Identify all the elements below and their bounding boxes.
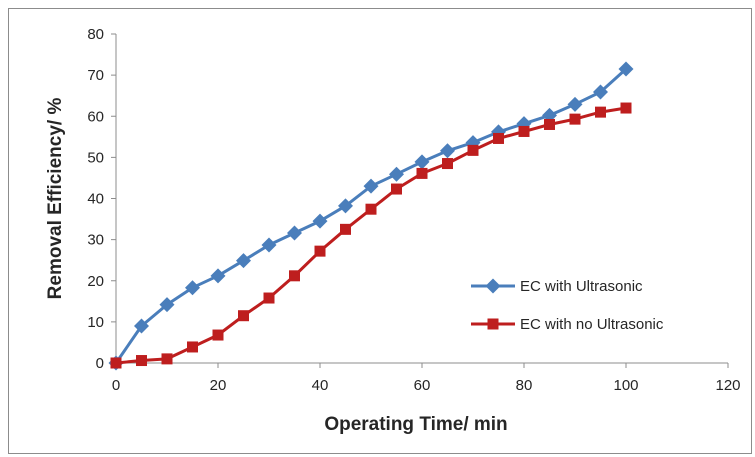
data-point-square (136, 355, 147, 367)
data-point-square (467, 144, 479, 156)
y-tick-label: 30 (87, 232, 104, 249)
data-point-diamond (261, 237, 277, 253)
data-point-diamond (287, 225, 302, 241)
legend-marker-diamond-icon (485, 278, 501, 294)
legend-label-no-ultrasonic: EC with no Ultrasonic (520, 316, 664, 333)
data-point-diamond (312, 213, 328, 229)
data-point-diamond (593, 84, 608, 100)
series-layer (108, 61, 634, 371)
data-point-square (263, 292, 275, 304)
data-point-diamond (440, 143, 455, 159)
legend-item-ultrasonic: EC with Ultrasonic (471, 278, 643, 295)
data-point-square (416, 167, 428, 179)
x-tick-label: 20 (210, 377, 227, 394)
y-ticks: 0 10 20 30 40 50 60 70 80 (87, 26, 116, 372)
data-point-diamond (414, 154, 430, 170)
data-point-square (289, 270, 300, 282)
data-point-square (238, 310, 249, 322)
data-point-square (620, 102, 632, 114)
data-point-diamond (338, 198, 353, 214)
y-tick-label: 60 (87, 108, 104, 125)
x-tick-label: 40 (312, 377, 329, 394)
legend-marker-square-icon (487, 318, 499, 330)
legend-label-ultrasonic: EC with Ultrasonic (520, 278, 643, 295)
data-point-diamond (185, 280, 200, 296)
y-tick-label: 50 (87, 149, 104, 166)
data-point-diamond (389, 166, 404, 182)
axes (115, 34, 728, 364)
y-tick-label: 0 (96, 355, 104, 372)
chart-frame (8, 8, 752, 454)
x-tick-label: 0 (112, 377, 120, 394)
x-tick-label: 120 (715, 377, 740, 394)
series-no-ultrasonic (110, 102, 632, 369)
y-tick-label: 10 (87, 314, 104, 331)
data-point-square (110, 357, 122, 369)
data-point-square (187, 341, 198, 353)
data-point-diamond (236, 253, 251, 269)
data-point-square (340, 223, 351, 235)
data-point-square (518, 125, 530, 137)
data-point-diamond (363, 178, 379, 194)
data-point-diamond (618, 61, 634, 77)
data-point-square (212, 329, 224, 341)
data-point-square (544, 118, 555, 130)
data-point-diamond (567, 96, 583, 112)
y-axis-title: Removal Efficiency/ % (45, 98, 66, 300)
y-tick-label: 40 (87, 191, 104, 208)
y-tick-label: 80 (87, 26, 104, 43)
data-point-square (391, 183, 402, 195)
y-tick-label: 20 (87, 273, 104, 290)
data-point-square (314, 245, 326, 257)
data-point-diamond (210, 268, 226, 284)
data-point-square (365, 203, 377, 215)
y-tick-label: 70 (87, 67, 104, 84)
data-point-square (161, 353, 173, 365)
x-axis-title: Operating Time/ min (324, 414, 507, 435)
data-point-square (595, 106, 606, 118)
x-ticks: 0 20 40 60 80 100 120 (112, 363, 741, 394)
x-tick-label: 80 (516, 377, 533, 394)
data-point-diamond (159, 297, 175, 313)
data-point-square (493, 132, 504, 144)
legend: EC with Ultrasonic EC with no Ultrasonic (471, 278, 664, 333)
data-point-diamond (134, 318, 149, 334)
data-point-square (569, 113, 581, 125)
x-tick-label: 100 (613, 377, 638, 394)
x-tick-label: 60 (414, 377, 431, 394)
data-point-square (442, 158, 453, 170)
legend-item-no-ultrasonic: EC with no Ultrasonic (471, 316, 664, 333)
